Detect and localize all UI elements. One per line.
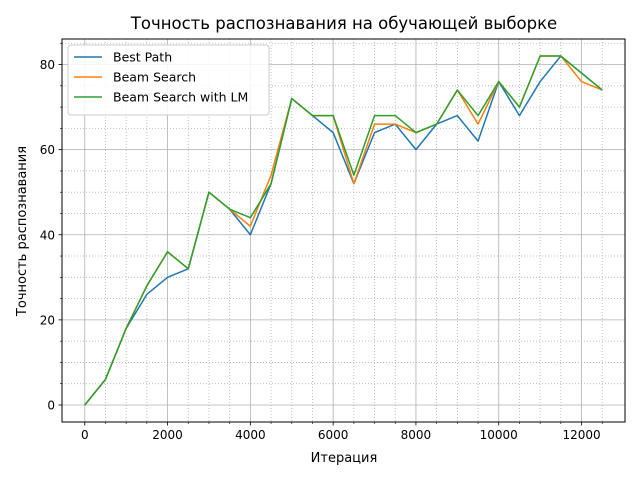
legend-label: Best Path: [113, 50, 172, 65]
axes: 0 2000 4000 6000 8000 10000 12000 0 20 40 60 80: [40, 42, 603, 442]
x-tick-label: 10000: [480, 428, 518, 442]
x-tick-label: 2000: [152, 428, 183, 442]
series-lines: [84, 55, 603, 406]
y-axis-label: Точность распознавания: [15, 146, 30, 317]
y-tick-label: 20: [40, 313, 55, 327]
plot-frame: [61, 38, 626, 423]
y-tick-label: 40: [40, 228, 55, 242]
x-tick-label: 0: [81, 428, 89, 442]
x-axis-label: Итерация: [311, 451, 378, 466]
chart-title: Точность распознавания на обучающей выбо…: [130, 14, 557, 33]
y-tick-label: 0: [47, 398, 55, 412]
x-tick-label: 12000: [562, 428, 600, 442]
x-tick-label: 4000: [235, 428, 266, 442]
legend-label: Beam Search: [113, 70, 196, 85]
series-line-1: [84, 55, 603, 406]
legend-box: [67, 44, 270, 116]
y-tick-label: 60: [40, 143, 55, 157]
series-line-3: [84, 55, 603, 406]
x-tick-label: 6000: [318, 428, 349, 442]
legend: Best Path Beam Search Beam Search with LM: [67, 44, 270, 116]
x-tick-label: 8000: [401, 428, 432, 442]
legend-label: Beam Search with LM: [113, 90, 248, 105]
y-tick-label: 80: [40, 58, 55, 72]
